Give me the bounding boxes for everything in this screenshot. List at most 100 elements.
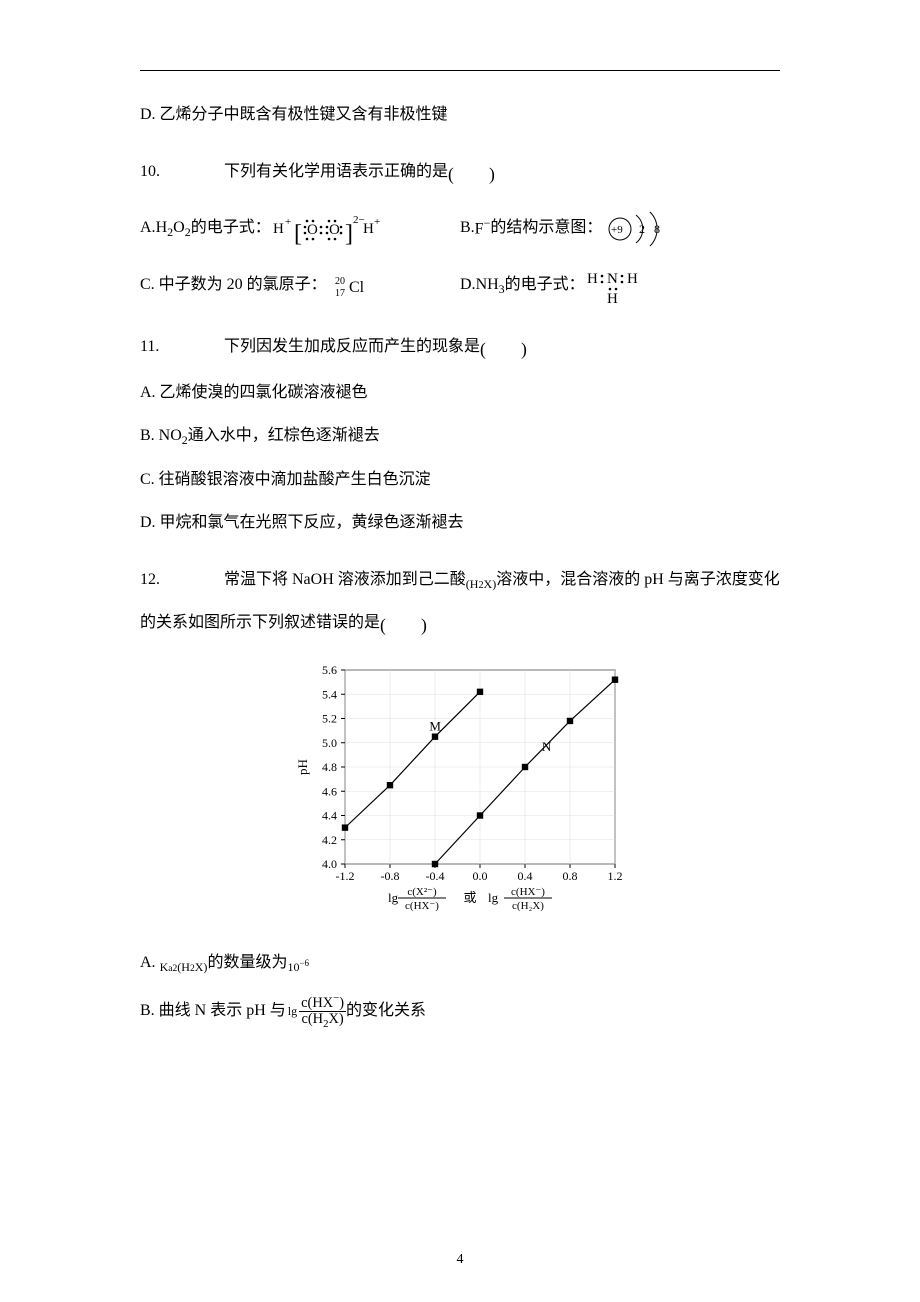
q10-option-b: B. F− 的结构示意图： +9 2 8 xyxy=(460,209,780,249)
q10-b-mid: 的结构示意图： xyxy=(490,214,602,243)
svg-text:lg: lg xyxy=(388,890,399,905)
q10-stem: 下列有关化学用语表示正确的是 xyxy=(224,163,448,180)
q12-b-lg: lg xyxy=(288,1001,297,1023)
q12-stem-line2: 的关系如图所示下列叙述错误的是 xyxy=(140,614,380,631)
svg-text:lg: lg xyxy=(488,890,499,905)
q11-option-a: A. 乙烯使溴的四氯化碳溶液褪色 xyxy=(140,379,780,408)
q12-chart-wrap: -1.2-0.8-0.40.00.40.81.24.04.24.44.64.85… xyxy=(140,660,780,931)
q12-stem-pre: 常温下将 NaOH 溶液添加到己二酸 xyxy=(224,571,466,588)
svg-text:pH: pH xyxy=(295,759,310,775)
svg-text:O: O xyxy=(307,222,318,238)
q10-a-formula: H2O2 xyxy=(156,214,191,244)
q10-d-formula: NH3 xyxy=(476,271,505,301)
svg-text:5.6: 5.6 xyxy=(322,663,337,677)
svg-text:H: H xyxy=(273,221,284,237)
q10-row-cd: C. 中子数为 20 的氯原子： 20 17 Cl D. NH3 的电子式： H… xyxy=(140,267,780,305)
q12-chart: -1.2-0.8-0.40.00.40.81.24.04.24.44.64.85… xyxy=(290,660,630,920)
svg-text:[: [ xyxy=(294,221,302,247)
svg-text:-0.4: -0.4 xyxy=(426,869,445,883)
ammonia-lewis-icon: H N H H xyxy=(585,267,655,305)
svg-text:1.2: 1.2 xyxy=(608,869,623,883)
q12-number: 12. xyxy=(140,566,170,595)
svg-text:Cl: Cl xyxy=(349,279,365,296)
q10-head: 10. 下列有关化学用语表示正确的是( ) xyxy=(140,158,780,191)
q11-c-text: C. 往硝酸银溶液中滴加盐酸产生白色沉淀 xyxy=(140,471,431,488)
svg-text:4.0: 4.0 xyxy=(322,857,337,871)
svg-text:H: H xyxy=(587,271,598,287)
svg-text:0.4: 0.4 xyxy=(518,869,533,883)
q12-paren: ( ) xyxy=(380,616,427,636)
q12-b-frac-den: c(H2X) xyxy=(299,1012,346,1030)
q10-option-d: D. NH3 的电子式： H N H H xyxy=(460,267,780,305)
q10-option-a: A. H2O2 的电子式： H + [ O O ] 2− xyxy=(140,211,460,247)
svg-text:+: + xyxy=(285,216,291,228)
svg-text:8: 8 xyxy=(654,222,660,236)
svg-text:或: 或 xyxy=(463,890,476,905)
q12-stem-line2-wrap: 的关系如图所示下列叙述错误的是( ) xyxy=(140,609,780,642)
q10-option-c: C. 中子数为 20 的氯原子： 20 17 Cl xyxy=(140,271,460,300)
svg-text:4.4: 4.4 xyxy=(322,809,337,823)
q10-a-mid: 的电子式： xyxy=(191,214,271,243)
svg-text:H: H xyxy=(607,291,618,305)
q12-option-b: B. 曲线 N 表示 pH 与 lg c(HX−) c(H2X) 的变化关系 xyxy=(140,993,780,1030)
svg-text:17: 17 xyxy=(335,288,345,299)
svg-text:N: N xyxy=(607,271,618,287)
svg-text:-1.2: -1.2 xyxy=(336,869,355,883)
q11-d-text: D. 甲烷和氯气在光照下反应，黄绿色逐渐褪去 xyxy=(140,514,464,531)
lewis-peroxide-icon: H + [ O O ] 2− H + xyxy=(271,211,381,247)
q10-row-ab: A. H2O2 的电子式： H + [ O O ] 2− xyxy=(140,209,780,249)
q10-paren: ( ) xyxy=(448,164,495,184)
svg-text:5.0: 5.0 xyxy=(322,736,337,750)
header-rule xyxy=(140,70,780,71)
svg-text:-0.8: -0.8 xyxy=(381,869,400,883)
svg-text:+9: +9 xyxy=(611,224,623,236)
svg-text:O: O xyxy=(329,222,340,238)
q11-option-d: D. 甲烷和氯气在光照下反应，黄绿色逐渐褪去 xyxy=(140,509,780,538)
q12-b-prefix: B. 曲线 N 表示 pH 与 xyxy=(140,997,286,1026)
q10-number: 10. xyxy=(140,158,170,187)
q12-option-a: A. Ka2(H2X)的数量级为10−6 xyxy=(140,949,780,979)
q11-b-post: 通入水中，红棕色逐渐褪去 xyxy=(188,427,380,444)
q11-b-prefix: B. xyxy=(140,427,159,444)
q9-option-d: D. 乙烯分子中既含有极性键又含有非极性键 xyxy=(140,101,780,130)
svg-text:H: H xyxy=(363,221,374,237)
svg-text:M: M xyxy=(429,719,441,734)
svg-text:4.6: 4.6 xyxy=(322,785,337,799)
svg-text:20: 20 xyxy=(335,276,345,287)
q12-stem-formula: (H2X) xyxy=(466,577,496,591)
svg-text:c(X²⁻): c(X²⁻) xyxy=(407,886,437,898)
svg-text:5.4: 5.4 xyxy=(322,688,337,702)
page-number: 4 xyxy=(0,1247,920,1272)
svg-text:4.8: 4.8 xyxy=(322,760,337,774)
q11-b-formula: NO2 xyxy=(159,427,188,444)
q12-b-frac: c(HX−) c(H2X) xyxy=(299,993,346,1030)
svg-text:+: + xyxy=(374,216,380,228)
svg-text:2: 2 xyxy=(639,222,645,236)
q11-option-b: B. NO2通入水中，红棕色逐渐褪去 xyxy=(140,422,780,452)
q10-b-formula: F− xyxy=(475,213,491,244)
svg-text:H: H xyxy=(627,271,638,287)
svg-text:]: ] xyxy=(345,221,353,247)
svg-text:0.0: 0.0 xyxy=(473,869,488,883)
q12-a-val: 10−6 xyxy=(287,960,309,974)
q11-a-text: A. 乙烯使溴的四氯化碳溶液褪色 xyxy=(140,384,368,401)
q10-c-prefix: C. 中子数为 20 的氯原子： xyxy=(140,271,327,300)
q9-option-d-text: D. 乙烯分子中既含有极性键又含有非极性键 xyxy=(140,106,448,123)
q11-number: 11. xyxy=(140,333,170,362)
svg-text:c(H₂X): c(H₂X) xyxy=(512,900,544,912)
q11-paren: ( ) xyxy=(480,339,527,359)
fluoride-shell-icon: +9 2 8 xyxy=(602,209,672,249)
svg-text:c(HX⁻): c(HX⁻) xyxy=(405,900,439,912)
q11-head: 11. 下列因发生加成反应而产生的现象是( ) xyxy=(140,333,780,366)
q12-a-prefix: A. xyxy=(140,954,160,971)
q11-stem: 下列因发生加成反应而产生的现象是 xyxy=(224,338,480,355)
svg-text:0.8: 0.8 xyxy=(563,869,578,883)
q12-a-mid: 的数量级为 xyxy=(207,954,287,971)
q11-option-c: C. 往硝酸银溶液中滴加盐酸产生白色沉淀 xyxy=(140,466,780,495)
chlorine-isotope-icon: 20 17 Cl xyxy=(335,272,375,300)
svg-text:c(HX⁻): c(HX⁻) xyxy=(511,886,545,898)
q12-b-post: 的变化关系 xyxy=(346,997,426,1026)
svg-text:N: N xyxy=(542,739,552,754)
q10-a-prefix: A. xyxy=(140,214,156,243)
svg-text:5.2: 5.2 xyxy=(322,712,337,726)
